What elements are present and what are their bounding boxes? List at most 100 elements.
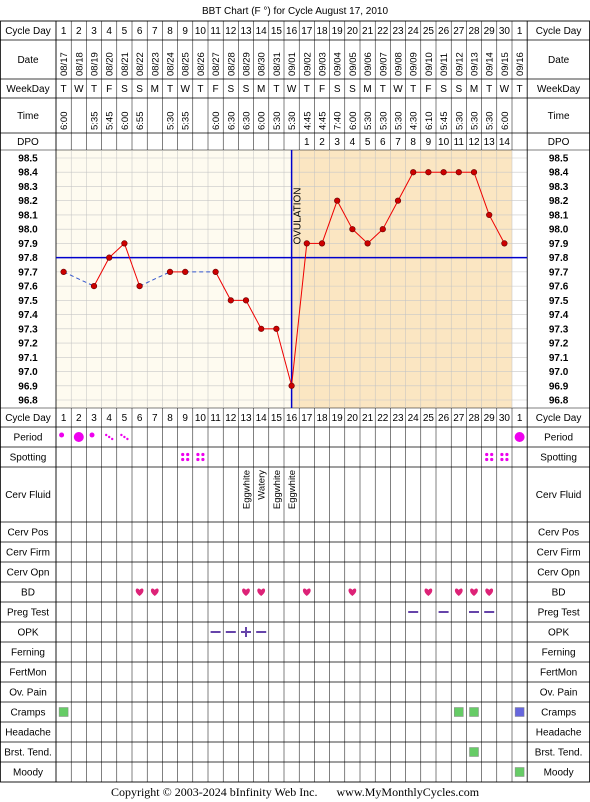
- temp-line-segment: [139, 271, 171, 287]
- date-label: 09/11: [439, 53, 450, 76]
- row-label-bd: BD: [21, 588, 35, 599]
- temp-point: [90, 283, 98, 290]
- spotting-marker: [505, 457, 509, 462]
- heart-icon: [470, 588, 478, 596]
- weekday-label: T: [273, 84, 279, 95]
- cycle-day-label-bottom: 18: [316, 413, 328, 424]
- weekday-label: T: [61, 84, 67, 95]
- row-label-right-cerv-opn: Cerv Opn: [537, 568, 580, 579]
- y-tick-label-right: 97.8: [549, 253, 569, 264]
- cycle-day-label-bottom: 30: [499, 413, 511, 424]
- cycle-day-label-bottom: 8: [167, 413, 173, 424]
- row-label-right-ov-pain: Ov. Pain: [540, 688, 578, 699]
- row-label-right-brst-tend: Brst. Tend.: [535, 748, 583, 759]
- weekday-label: T: [410, 84, 416, 95]
- y-tick-label-right: 96.9: [549, 381, 569, 392]
- cycle-day-label: 29: [484, 26, 496, 37]
- spotting-marker: [186, 452, 190, 457]
- temp-line-segment: [93, 257, 110, 287]
- cycle-day-label: 1: [517, 26, 523, 37]
- cycle-day-label: 2: [76, 26, 82, 37]
- cycle-day-label: 10: [195, 26, 207, 37]
- cycle-day-label: 25: [423, 26, 435, 37]
- dpo-label: 12: [468, 137, 480, 148]
- temp-point: [470, 169, 478, 176]
- cycle-day-label-bottom: 24: [408, 413, 420, 424]
- row-label-cerv-fluid: Cerv Fluid: [5, 490, 51, 501]
- date-label: 08/29: [242, 52, 253, 76]
- weekday-label: W: [180, 84, 190, 95]
- row-label-right-fertmon: FertMon: [540, 668, 577, 679]
- row-label-cycle-day: Cycle Day: [5, 26, 51, 37]
- cycle-day-label-bottom: 17: [301, 413, 313, 424]
- date-label: 09/09: [409, 52, 420, 76]
- y-tick-label: 98.4: [18, 168, 38, 179]
- heart-icon: [150, 588, 159, 596]
- row-label-period: Period: [14, 433, 43, 444]
- temp-line-segment: [245, 300, 262, 330]
- cycle-day-label-bottom: 2: [76, 413, 82, 424]
- weekday-label: T: [380, 84, 386, 95]
- time-label: 5:35: [90, 112, 101, 131]
- dpo-label: 4: [350, 137, 356, 148]
- heart-icon: [257, 588, 266, 596]
- cycle-day-label: 19: [332, 26, 344, 37]
- time-label: 6:00: [500, 111, 511, 130]
- weekday-label: S: [227, 84, 234, 95]
- row-label-weekday: WeekDay: [6, 84, 49, 95]
- y-tick-label: 97.2: [18, 339, 38, 350]
- temp-line-segment: [291, 243, 308, 386]
- date-label: 08/21: [120, 52, 131, 76]
- spotting-marker: [196, 457, 200, 462]
- cycle-day-label: 21: [362, 26, 374, 37]
- row-label-right-spotting: Spotting: [540, 453, 577, 464]
- time-label: 7:40: [333, 112, 344, 131]
- y-tick-label: 97.7: [18, 267, 38, 278]
- cycle-day-label-bottom: 4: [106, 413, 112, 424]
- temp-line-segment: [321, 200, 338, 244]
- cycle-day-label-bottom: 16: [286, 413, 298, 424]
- period-marker: [89, 432, 95, 438]
- weekday-label: S: [349, 84, 356, 95]
- date-label: 08/20: [105, 52, 116, 76]
- cycle-day-label: 12: [225, 26, 237, 37]
- cycle-day-label: 17: [301, 26, 313, 37]
- y-tick-label: 98.2: [18, 196, 38, 207]
- spotting-marker: [181, 452, 185, 457]
- row-label-time: Time: [17, 111, 39, 122]
- temp-point: [501, 240, 508, 247]
- row-label-right-cramps: Cramps: [541, 708, 576, 719]
- temp-line-segment: [275, 328, 293, 386]
- cycle-day-label: 13: [240, 26, 252, 37]
- date-label: 09/06: [363, 52, 374, 76]
- cycle-day-label-bottom: 6: [137, 413, 143, 424]
- date-label: 08/17: [59, 52, 70, 76]
- cramps-marker: [58, 707, 69, 717]
- y-tick-label-right: 97.1: [549, 353, 569, 364]
- row-label-cramps: Cramps: [10, 708, 45, 719]
- row-label-right-period: Period: [544, 433, 573, 444]
- time-label: 6:30: [242, 112, 253, 131]
- time-label: 6:00: [348, 112, 359, 131]
- cycle-day-label: 14: [256, 26, 268, 37]
- cycle-day-label: 23: [392, 26, 404, 37]
- heart-icon: [485, 588, 494, 596]
- date-label: 09/08: [394, 52, 405, 76]
- cerv-fluid-label: Eggwhite: [242, 470, 253, 509]
- time-label: 5:30: [454, 112, 465, 131]
- row-label-spotting: Spotting: [10, 453, 47, 464]
- temp-line-segment: [336, 200, 353, 230]
- weekday-label: S: [136, 84, 143, 95]
- dpo-label: 14: [499, 137, 511, 148]
- row-label-right-weekday: WeekDay: [537, 84, 580, 95]
- row-label-right-bd: BD: [552, 588, 566, 599]
- date-label: 09/14: [485, 52, 496, 76]
- site-link[interactable]: www.MyMonthlyCycles.com: [336, 785, 480, 799]
- row-label-right-cycle-day2: Cycle Day: [536, 413, 582, 424]
- time-label: 6:00: [211, 112, 222, 131]
- date-label: 09/07: [378, 52, 389, 76]
- time-label: 5:45: [439, 112, 450, 131]
- temp-line-segment: [215, 271, 232, 301]
- cycle-day-label: 22: [377, 26, 389, 37]
